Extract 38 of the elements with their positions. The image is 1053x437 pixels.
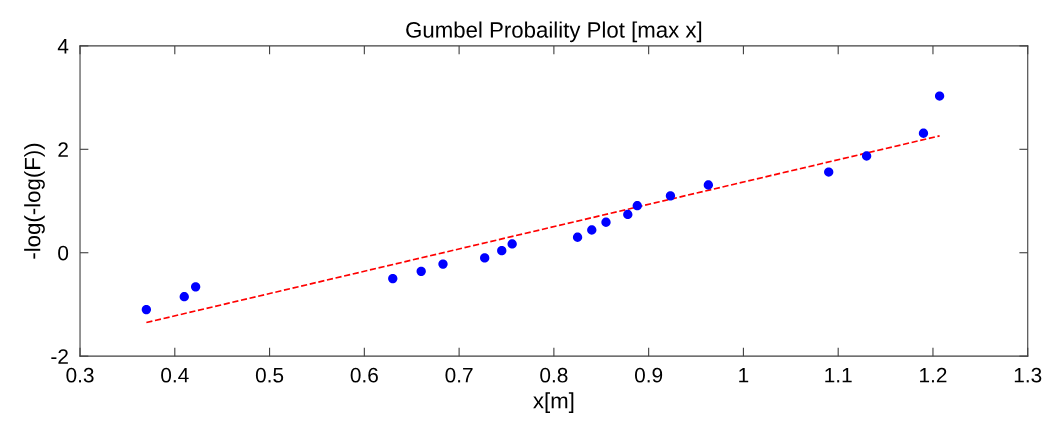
x-tick-label: 0.5 [255, 367, 284, 383]
x-tick-label: 0.6 [350, 367, 378, 383]
x-tick-label: 1 [739, 368, 749, 383]
point [861, 151, 872, 161]
y-tick-label: -2 [51, 349, 68, 364]
chart-title: Gumbel Probaility Plot [max x] [406, 21, 702, 43]
point [587, 225, 597, 235]
point [388, 273, 398, 284]
point [190, 282, 201, 292]
x-tick-label: 0.3 [66, 367, 94, 383]
point [934, 91, 945, 101]
x-tick-label: 0.8 [540, 367, 568, 383]
x-tick-label: 1.2 [920, 367, 947, 383]
y-tick-label: 2 [58, 142, 68, 157]
point [572, 232, 583, 242]
point [703, 180, 714, 190]
x-axis-title: x[m] [533, 392, 574, 413]
x-tick-label: 0.7 [445, 367, 473, 383]
point [601, 217, 611, 227]
point [918, 128, 929, 138]
point [824, 167, 834, 177]
point [623, 209, 633, 220]
point [179, 292, 189, 302]
y-tick-label: 0 [58, 245, 69, 261]
point [665, 191, 676, 201]
point [141, 304, 152, 315]
x-tick-label: 1.3 [1014, 367, 1042, 383]
point [632, 201, 642, 211]
point [497, 246, 507, 256]
x-tick-label: 0.9 [634, 367, 663, 383]
point [507, 239, 517, 249]
point [480, 253, 490, 263]
x-tick-label: 1.1 [825, 368, 852, 383]
y-tick-label: 4 [57, 39, 69, 54]
x-tick-label: 0.4 [161, 367, 189, 383]
point [416, 266, 426, 277]
y-axis-title: -log(-log(F)) [24, 143, 45, 259]
point [438, 259, 448, 269]
